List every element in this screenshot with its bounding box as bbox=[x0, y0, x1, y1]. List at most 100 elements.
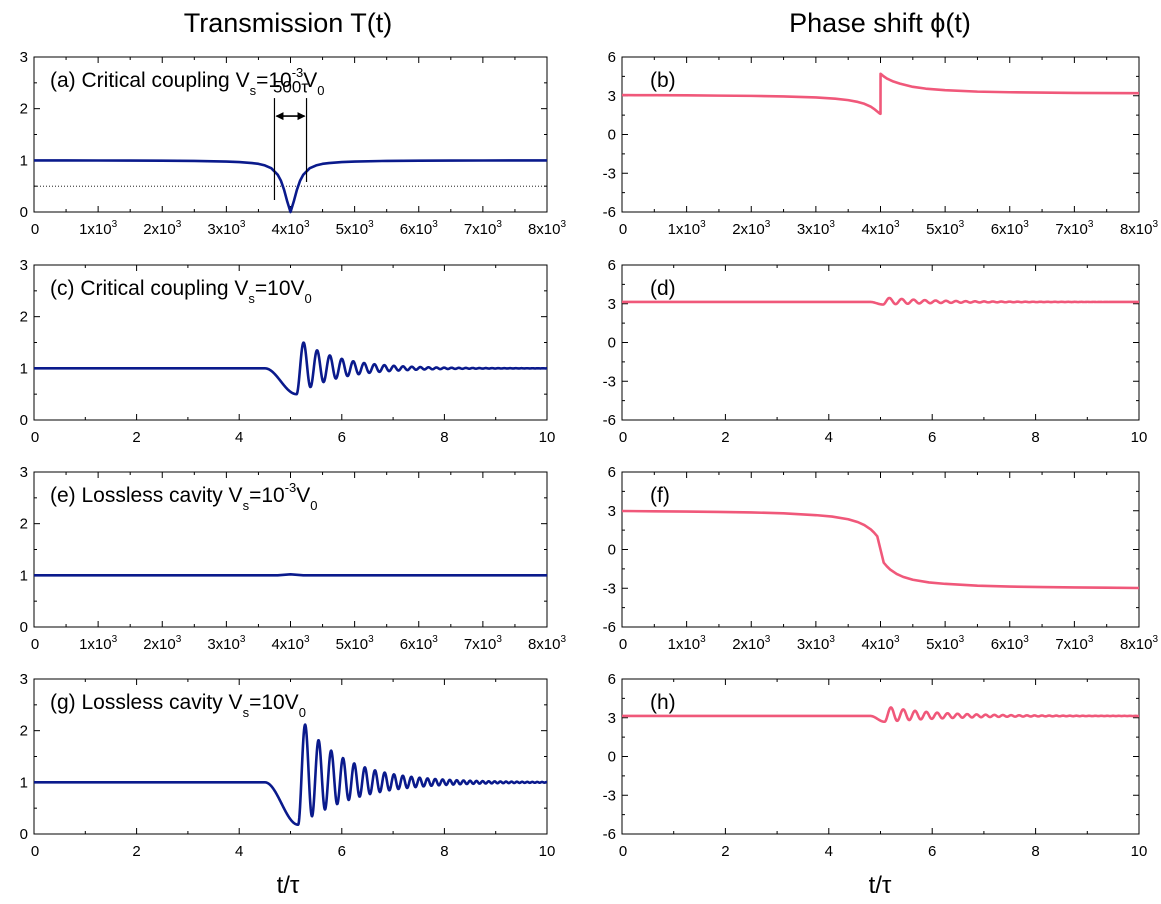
x-tick-label-e: 8x103 bbox=[528, 634, 567, 653]
series-line-d bbox=[621, 296, 1140, 306]
panel-e: 0 1 2 3 0 1x103 2x103 3x103 4x103 5x103 6x103 7x103… bbox=[20, 464, 567, 653]
x-tick-label-g: 4 bbox=[235, 843, 243, 860]
y-tick-label-h: 3 bbox=[608, 710, 616, 727]
panel-label-a: (a) Critical coupling Vs=10-3V0 bbox=[50, 65, 325, 98]
series-line-b bbox=[621, 72, 1140, 116]
panel-label-e: (e) Lossless cavity Vs=10-3V0 bbox=[50, 480, 318, 513]
x-tick-label-a: 0 bbox=[31, 221, 39, 238]
x-tick-label-c: 8 bbox=[440, 429, 448, 446]
y-tick-label-g: 1 bbox=[20, 774, 28, 791]
x-tick-label-e: 2x103 bbox=[143, 634, 182, 653]
y-tick-label-f: -3 bbox=[603, 580, 616, 597]
y-tick-label-d: -6 bbox=[603, 412, 616, 429]
panel-b: -6 -3 0 3 6 0 1x103 2x103 3x103 4x103 5x103 6x103 7x… bbox=[603, 49, 1159, 238]
y-tick-label-b: 6 bbox=[608, 49, 616, 66]
x-tick-label-d: 8 bbox=[1031, 429, 1039, 446]
y-tick-label-d: 3 bbox=[608, 296, 616, 313]
y-tick-label-f: 0 bbox=[608, 542, 616, 559]
x-tick-label-f: 1x103 bbox=[668, 634, 707, 653]
panel-label-h: (h) bbox=[650, 691, 676, 714]
x-tick-label-g: 6 bbox=[338, 843, 346, 860]
panel-label-f: (f) bbox=[650, 484, 670, 507]
x-tick-label-e: 0 bbox=[31, 636, 39, 653]
y-tick-label-h: 0 bbox=[608, 749, 616, 766]
y-tick-label-a: 3 bbox=[20, 49, 28, 66]
x-tick-label-a: 3x103 bbox=[207, 219, 246, 238]
fwhm-arrow-head-left bbox=[275, 112, 284, 121]
x-tick-label-c: 2 bbox=[132, 429, 140, 446]
x-tick-label-d: 0 bbox=[619, 429, 627, 446]
x-tick-label-d: 4 bbox=[825, 429, 833, 446]
panel-label-c: (c) Critical coupling Vs=10V0 bbox=[50, 277, 312, 306]
x-tick-label-a: 4x103 bbox=[271, 219, 310, 238]
x-tick-label-b: 6x103 bbox=[991, 219, 1030, 238]
y-tick-label-c: 0 bbox=[20, 412, 28, 429]
phase-column-title: Phase shift ϕ(t) bbox=[789, 8, 971, 38]
series-line-a bbox=[34, 159, 547, 214]
fwhm-arrow-head-right bbox=[297, 112, 306, 121]
y-tick-label-d: 6 bbox=[608, 257, 616, 274]
x-tick-label-d: 6 bbox=[928, 429, 936, 446]
x-tick-label-e: 7x103 bbox=[464, 634, 503, 653]
x-tick-label-b: 3x103 bbox=[797, 219, 836, 238]
series-line-g bbox=[33, 723, 548, 826]
x-axis-label-right: t/τ bbox=[868, 872, 892, 899]
x-tick-label-b: 8x103 bbox=[1120, 219, 1159, 238]
series-line-h bbox=[621, 706, 1140, 724]
y-tick-label-b: 0 bbox=[608, 127, 616, 144]
x-tick-label-c: 0 bbox=[31, 429, 39, 446]
x-tick-label-f: 3x103 bbox=[797, 634, 836, 653]
x-tick-label-b: 5x103 bbox=[926, 219, 965, 238]
y-tick-label-e: 0 bbox=[20, 619, 28, 636]
transmission-column-title: Transmission T(t) bbox=[183, 8, 393, 38]
x-tick-label-c: 6 bbox=[338, 429, 346, 446]
y-tick-label-h: -3 bbox=[603, 787, 616, 804]
y-tick-label-g: 0 bbox=[20, 826, 28, 843]
x-tick-label-g: 0 bbox=[31, 843, 39, 860]
x-tick-label-f: 2x103 bbox=[732, 634, 771, 653]
y-tick-label-g: 3 bbox=[20, 671, 28, 688]
x-tick-label-e: 4x103 bbox=[271, 634, 310, 653]
x-tick-label-b: 7x103 bbox=[1055, 219, 1094, 238]
x-tick-label-a: 8x103 bbox=[528, 219, 567, 238]
y-tick-label-c: 3 bbox=[20, 257, 28, 274]
x-tick-label-f: 0 bbox=[619, 636, 627, 653]
panel-c: 0 1 2 3 0 2 4 6 8 10 (c) Critical coupling Vs=10V0 bbox=[20, 257, 556, 446]
x-tick-label-c: 4 bbox=[235, 429, 243, 446]
y-tick-label-e: 2 bbox=[20, 516, 28, 533]
x-tick-label-a: 6x103 bbox=[400, 219, 439, 238]
x-tick-label-e: 3x103 bbox=[207, 634, 246, 653]
y-tick-label-c: 2 bbox=[20, 309, 28, 326]
x-tick-label-h: 6 bbox=[928, 843, 936, 860]
x-tick-label-h: 8 bbox=[1031, 843, 1039, 860]
x-tick-label-g: 8 bbox=[440, 843, 448, 860]
panel-label-g: (g) Lossless cavity Vs=10V0 bbox=[50, 691, 306, 720]
y-tick-label-h: -6 bbox=[603, 826, 616, 843]
x-tick-label-g: 2 bbox=[132, 843, 140, 860]
x-tick-label-h: 10 bbox=[1131, 843, 1148, 860]
x-tick-label-a: 7x103 bbox=[464, 219, 503, 238]
y-tick-label-f: -6 bbox=[603, 619, 616, 636]
y-tick-label-d: -3 bbox=[603, 373, 616, 390]
y-tick-label-f: 3 bbox=[608, 503, 616, 520]
panel-h: -6 -3 0 3 6 0 2 4 6 8 10 (h) bbox=[603, 671, 1148, 860]
y-tick-label-b: 3 bbox=[608, 88, 616, 105]
panel-a: 0 1 2 3 0 1x103 2x103 3x103 4x103 5x103 6x103 7x103… bbox=[20, 49, 567, 238]
y-tick-label-a: 1 bbox=[20, 152, 28, 169]
plot-frame-h bbox=[621, 678, 1140, 835]
x-tick-label-e: 5x103 bbox=[336, 634, 375, 653]
x-tick-label-c: 10 bbox=[539, 429, 556, 446]
fwhm-label: 500τ bbox=[273, 77, 308, 96]
panel-g: 0 1 2 3 0 2 4 6 8 10 (g) Lossless cavity Vs=10V0 bbox=[20, 671, 556, 860]
x-tick-label-f: 8x103 bbox=[1120, 634, 1159, 653]
series-line-c bbox=[33, 341, 548, 396]
y-tick-label-g: 2 bbox=[20, 723, 28, 740]
x-tick-label-b: 0 bbox=[619, 221, 627, 238]
x-tick-label-b: 2x103 bbox=[732, 219, 771, 238]
x-tick-label-f: 6x103 bbox=[991, 634, 1030, 653]
y-tick-label-a: 0 bbox=[20, 204, 28, 221]
x-tick-label-a: 1x103 bbox=[79, 219, 118, 238]
x-tick-label-f: 7x103 bbox=[1055, 634, 1094, 653]
y-tick-label-b: -6 bbox=[603, 204, 616, 221]
